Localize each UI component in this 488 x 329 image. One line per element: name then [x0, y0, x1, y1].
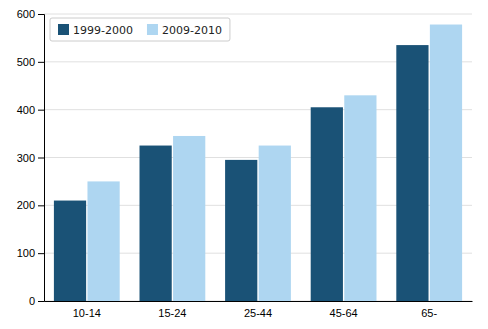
- tick-label: 100: [17, 247, 35, 259]
- bar: [344, 95, 376, 301]
- grid-line: [44, 14, 472, 15]
- tick-label: 300: [17, 152, 35, 164]
- tick: 45-64: [330, 307, 358, 319]
- tick: 25-44: [244, 307, 272, 319]
- x-axis: 10-14 15-24 25-44 45-64 65-: [45, 302, 473, 319]
- tick-mark: [38, 110, 44, 111]
- tick-label: 200: [17, 199, 35, 211]
- tick-mark: [38, 205, 44, 206]
- bar: [225, 160, 257, 301]
- bar: [259, 146, 291, 301]
- legend: 1999-2000 2009-2010: [50, 18, 230, 41]
- tick-mark: [38, 62, 44, 63]
- legend-item: 2009-2010: [147, 24, 222, 37]
- bars: [54, 25, 462, 301]
- bar: [87, 181, 119, 301]
- tick-label: 65-: [421, 307, 437, 319]
- tick-label: 0: [29, 295, 35, 307]
- tick: 65-: [421, 307, 437, 319]
- tick-label: 15-24: [158, 307, 186, 319]
- axis-line: [38, 15, 45, 302]
- tick-mark: [38, 301, 44, 302]
- legend-frame: [50, 18, 230, 41]
- bar: [54, 201, 86, 301]
- legend-label: 1999-2000: [73, 24, 133, 37]
- tick-label: 10-14: [73, 307, 101, 319]
- legend-swatch: [58, 24, 69, 35]
- tick-label: 500: [17, 56, 35, 68]
- tick-mark: [38, 14, 44, 15]
- tick-label: 25-44: [244, 307, 272, 319]
- bar: [430, 25, 462, 301]
- bar-series: [54, 45, 429, 301]
- tick: 600: [17, 8, 44, 20]
- bar: [396, 45, 428, 301]
- tick: 15-24: [158, 307, 186, 319]
- tick: 500: [17, 56, 44, 68]
- tick: 300: [17, 152, 44, 164]
- tick: 0: [29, 295, 44, 307]
- tick-label: 600: [17, 8, 35, 20]
- tick: 200: [17, 199, 44, 211]
- tick-mark: [38, 158, 44, 159]
- y-axis: 0 100 200 300 400 500 600: [17, 8, 45, 307]
- bar: [140, 146, 172, 301]
- tick: 100: [17, 247, 44, 259]
- plot: 0 100 200 300 400 500 600 10-14 15-24 25-44 45-64 6…: [17, 8, 473, 319]
- legend-label: 2009-2010: [162, 24, 222, 37]
- grid: [44, 14, 472, 301]
- tick-label: 400: [17, 104, 35, 116]
- tick-label: 45-64: [330, 307, 358, 319]
- tick-mark: [38, 253, 44, 254]
- tick: 10-14: [73, 307, 101, 319]
- legend-swatch: [147, 24, 158, 35]
- tick: 400: [17, 104, 44, 116]
- axis-line: [45, 301, 473, 302]
- legend-item: 1999-2000: [58, 24, 133, 37]
- bar: [173, 136, 205, 301]
- chart: 0 100 200 300 400 500 600 10-14 15-24 25-44 45-64 6…: [0, 0, 488, 329]
- bar-series: [87, 25, 462, 301]
- bar: [311, 107, 343, 301]
